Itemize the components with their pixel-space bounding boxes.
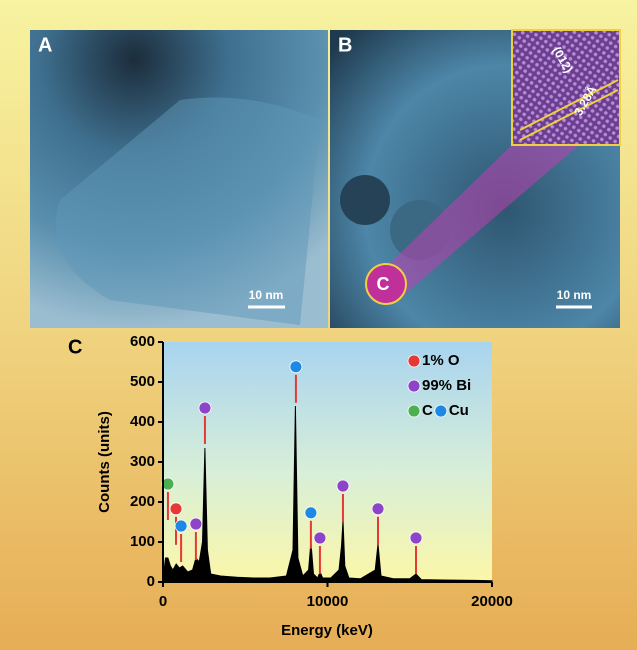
particle-region (55, 97, 321, 325)
y-tick-label: 0 (147, 573, 155, 590)
legend-label: 99% Bi (422, 377, 471, 394)
scale-bar-label: 10 nm (249, 288, 284, 302)
element-marker (189, 517, 203, 531)
y-axis-title: Counts (units) (96, 411, 113, 513)
element-marker (409, 531, 423, 545)
panel-label: B (338, 34, 352, 56)
element-marker (169, 502, 183, 516)
element-marker (198, 401, 212, 415)
legend-label: 1% O (422, 352, 460, 369)
scale-bar-label: 10 nm (557, 288, 592, 302)
element-marker (313, 531, 327, 545)
y-tick-label: 300 (130, 453, 155, 470)
legend-marker (407, 354, 421, 368)
element-marker (161, 477, 175, 491)
panel-label: C (68, 336, 82, 358)
element-marker (371, 502, 385, 516)
x-tick-label: 10000 (307, 593, 349, 610)
y-tick-label: 500 (130, 373, 155, 390)
element-marker (289, 360, 303, 374)
zoom-circle (365, 263, 407, 305)
plot-area (163, 342, 492, 582)
x-tick-label: 20000 (471, 593, 513, 610)
spectrum (162, 405, 493, 583)
panel-label: A (38, 34, 52, 56)
legend-marker (407, 404, 421, 418)
legend-marker (434, 404, 448, 418)
element-marker (304, 506, 318, 520)
y-tick-label: 400 (130, 413, 155, 430)
y-tick-label: 200 (130, 493, 155, 510)
particle (340, 175, 390, 225)
legend-label: C (422, 402, 433, 419)
element-marker (174, 519, 188, 533)
legend-marker (407, 379, 421, 393)
zoom-cone (385, 110, 620, 300)
y-tick-label: 600 (130, 333, 155, 350)
lattice-line (519, 79, 619, 131)
element-marker (336, 479, 350, 493)
y-tick-label: 100 (130, 533, 155, 550)
x-axis-title: Energy (keV) (281, 622, 373, 639)
legend-label: Cu (449, 402, 469, 419)
circle-label: C (377, 274, 390, 294)
lattice-line (519, 89, 619, 141)
x-tick-label: 0 (159, 593, 167, 610)
